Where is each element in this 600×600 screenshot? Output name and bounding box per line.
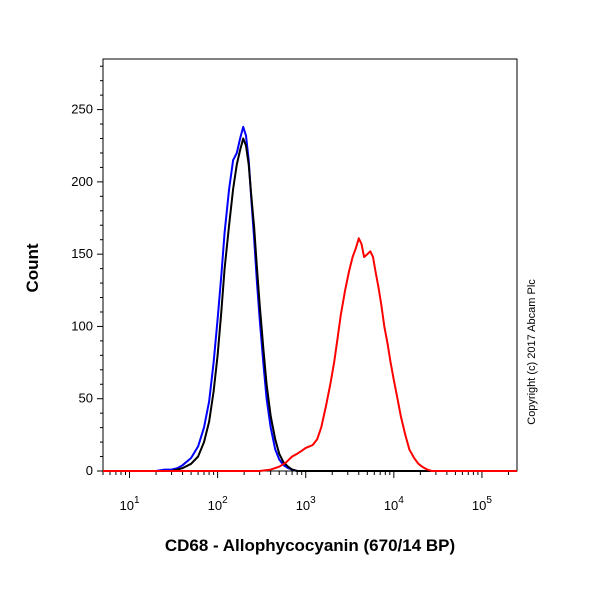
x-axis: 101 102 103 104 105 (102, 471, 509, 513)
histogram-series-1 (103, 125, 517, 472)
histogram-series-3 (103, 237, 517, 472)
plot-frame (102, 58, 518, 472)
y-axis-title: Count (23, 243, 42, 292)
x-tick-label: 101 (120, 495, 140, 513)
y-tick-label: 250 (71, 102, 93, 117)
y-axis: 0 50 100 150 200 250 (71, 65, 103, 478)
y-tick-label: 0 (86, 463, 93, 478)
copyright-annotation: Copyright (c) 2017 Abcam Plc (526, 279, 538, 425)
x-tick-label: 103 (296, 495, 316, 513)
series-layer (103, 125, 517, 472)
x-tick-label: 105 (472, 495, 492, 513)
y-tick-label: 200 (71, 174, 93, 189)
histogram-series-2 (103, 137, 517, 472)
y-tick-label: 100 (71, 318, 93, 333)
x-axis-title: CD68 - Allophycocyanin (670/14 BP) (165, 536, 455, 555)
x-tick-label: 102 (208, 495, 228, 513)
x-tick-label: 104 (384, 495, 404, 513)
y-tick-label: 50 (79, 391, 93, 406)
y-tick-label: 150 (71, 246, 93, 261)
